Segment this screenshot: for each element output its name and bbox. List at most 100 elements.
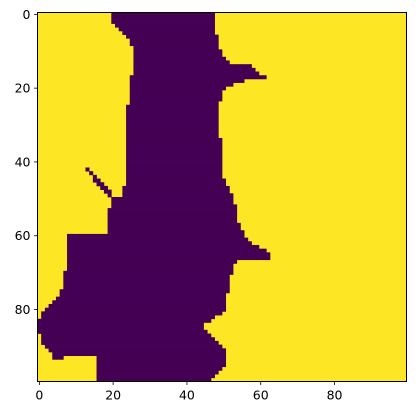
- mask-cells: [67, 259, 238, 264]
- mask-cells: [133, 71, 260, 76]
- mask-cells: [111, 16, 215, 21]
- y-tick-label: 80: [15, 302, 31, 317]
- mask-cells: [126, 123, 219, 128]
- mask-cells: [126, 182, 227, 187]
- mask-cells: [52, 351, 227, 357]
- mask-cells: [67, 256, 271, 261]
- mask-cells: [67, 237, 249, 242]
- mask-cells: [126, 108, 219, 113]
- mask-cells: [118, 27, 215, 32]
- y-tick-label: 40: [15, 154, 31, 169]
- mask-cells: [122, 185, 230, 190]
- mask-cells: [67, 233, 245, 238]
- mask-cells: [129, 93, 223, 98]
- mask-cells: [52, 355, 64, 360]
- mask-cells: [103, 189, 112, 194]
- mask-cells: [126, 174, 223, 179]
- mask-cells: [126, 160, 223, 165]
- y-tick-label: 60: [15, 228, 31, 243]
- mask-cells: [37, 329, 208, 334]
- mask-cells: [107, 193, 112, 198]
- mask-cells: [126, 163, 223, 168]
- mask-cells: [44, 307, 227, 312]
- x-tick-label: 80: [327, 388, 343, 403]
- mask-cells: [107, 230, 245, 235]
- mask-cells: [52, 300, 227, 305]
- mask-cells: [107, 211, 238, 216]
- mask-cells: [126, 112, 219, 117]
- mask-cells: [111, 200, 234, 205]
- mask-cells: [122, 189, 230, 194]
- mask-cells: [114, 23, 215, 28]
- mask-cells: [107, 219, 238, 224]
- mask-cells: [133, 64, 252, 69]
- mask-cells: [96, 377, 212, 382]
- mask-cells: [96, 370, 219, 375]
- mask-cells: [96, 182, 105, 187]
- mask-cells: [67, 252, 271, 257]
- mask-cells: [67, 244, 260, 250]
- mask-cells: [126, 178, 227, 183]
- mask-cells: [129, 42, 219, 47]
- x-axis: 0 20 40 60 80: [35, 381, 343, 403]
- mask-cells: [96, 359, 227, 364]
- mask-cells: [126, 156, 223, 161]
- mask-cells: [37, 322, 204, 327]
- mask-cells: [129, 86, 227, 91]
- mask-cells: [126, 134, 219, 139]
- mask-cells: [107, 208, 238, 213]
- y-axis: 0 20 40 60 80: [15, 7, 38, 317]
- mask-cells: [126, 145, 223, 150]
- mask-cells: [126, 149, 223, 154]
- mask-cells: [67, 241, 252, 246]
- mask-cells: [96, 363, 227, 368]
- mask-cells: [89, 171, 94, 176]
- mask-cells: [111, 197, 234, 202]
- mask-cells: [129, 89, 223, 95]
- mask-cells: [111, 12, 215, 17]
- mask-cells: [133, 45, 219, 50]
- mask-cells: [37, 326, 204, 331]
- mask-cells: [67, 248, 267, 253]
- mask-cells: [92, 178, 101, 183]
- mask-cells: [111, 19, 215, 24]
- mask-cells: [107, 222, 241, 227]
- mask-cells: [133, 56, 227, 61]
- mask-cells: [126, 115, 219, 120]
- mask-cells: [67, 263, 234, 268]
- mask-cells: [92, 174, 97, 179]
- mask-cells: [126, 126, 219, 131]
- mask-cells: [126, 34, 219, 39]
- mask-cells: [37, 318, 212, 323]
- y-tick-label: 0: [23, 7, 31, 22]
- mask-cells: [41, 340, 219, 345]
- mask-cells: [126, 167, 223, 172]
- mask-cells: [133, 53, 223, 58]
- x-tick-label: 20: [105, 388, 121, 403]
- mask-cells: [126, 141, 223, 146]
- mask-cells: [48, 304, 227, 309]
- mask-cells: [107, 226, 241, 231]
- mask-cells: [96, 366, 223, 371]
- mask-cells: [63, 274, 230, 279]
- mask-cells: [126, 137, 223, 142]
- mask-cells: [129, 78, 245, 83]
- mask-cells: [122, 193, 234, 198]
- mask-cells: [126, 119, 219, 124]
- x-tick-label: 60: [253, 388, 269, 403]
- mask-cells: [126, 104, 219, 109]
- mask-cells: [107, 215, 238, 220]
- mask-cells: [48, 348, 227, 353]
- mask-cells: [59, 292, 227, 297]
- mask-cells: [67, 267, 234, 272]
- mask-cells: [41, 311, 223, 316]
- mask-cells: [133, 60, 230, 65]
- mask-cells: [63, 278, 230, 283]
- x-tick-label: 40: [179, 388, 195, 403]
- mask-cells: [85, 167, 90, 172]
- mask-cells: [133, 49, 223, 54]
- mask-cells: [59, 289, 230, 294]
- mask-cells: [129, 101, 219, 106]
- mask-cells: [41, 315, 215, 320]
- mask-cells: [63, 285, 230, 290]
